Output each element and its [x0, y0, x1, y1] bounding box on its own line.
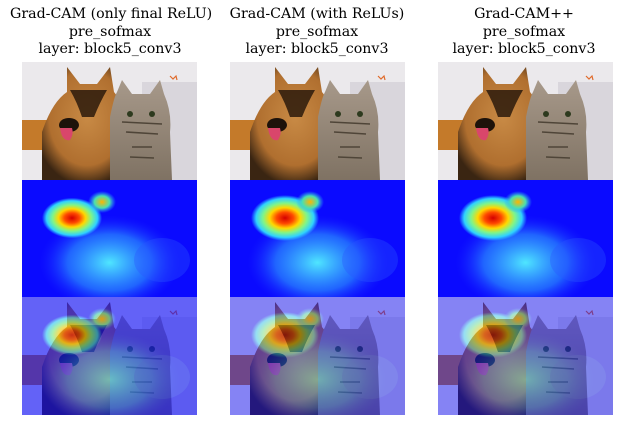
- overlay-graphic: [230, 297, 405, 415]
- panel-title-line2: pre_sofmax: [482, 23, 566, 40]
- heatmap-panel-1: [22, 180, 197, 298]
- original-image-graphic: [22, 62, 197, 180]
- original-image-graphic: [438, 62, 613, 180]
- original-image-graphic: [230, 62, 405, 180]
- panel-title: Grad-CAM (with ReLUs) pre_sofmax layer: …: [217, 6, 417, 59]
- panel-title: Grad-CAM++ pre_sofmax layer: block5_conv…: [424, 6, 624, 59]
- overlay-graphic: [438, 297, 613, 415]
- panel-title-line3: layer: block5_conv3: [38, 41, 182, 57]
- heatmap-graphic: [438, 180, 613, 298]
- panel-title-line3: layer: block5_conv3: [245, 41, 389, 57]
- panel-title-line1: Grad-CAM (only final ReLU): [10, 6, 213, 22]
- heatmap-panel-3: [438, 180, 613, 298]
- heatmap-graphic: [22, 180, 197, 298]
- panel-title: Grad-CAM (only final ReLU) pre_sofmax la…: [10, 6, 213, 59]
- panel-title-line1: Grad-CAM++: [474, 6, 574, 22]
- panel-title-line1: Grad-CAM (with ReLUs): [229, 6, 405, 22]
- original-image-panel-2: [230, 62, 405, 180]
- heatmap-graphic: [230, 180, 405, 298]
- overlay-panel-2: [230, 297, 405, 415]
- original-image-panel-1: [22, 62, 197, 180]
- panel-title-line2: pre_sofmax: [275, 23, 359, 40]
- overlay-panel-3: [438, 297, 613, 415]
- overlay-graphic: [22, 297, 197, 415]
- original-image-panel-3: [438, 62, 613, 180]
- panel-title-line2: pre_sofmax: [68, 23, 152, 40]
- panel-title-line3: layer: block5_conv3: [452, 41, 596, 57]
- heatmap-panel-2: [230, 180, 405, 298]
- overlay-panel-1: [22, 297, 197, 415]
